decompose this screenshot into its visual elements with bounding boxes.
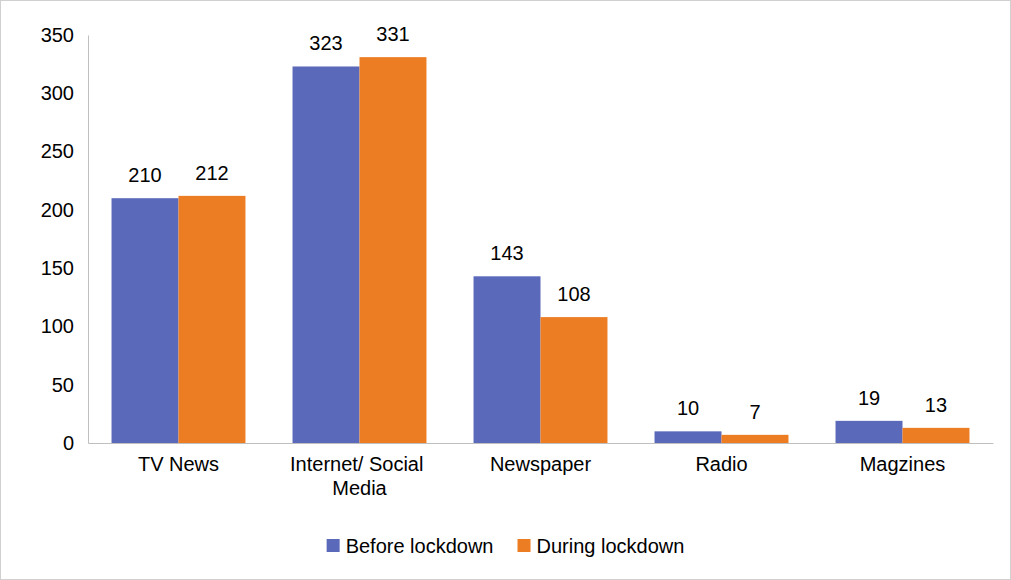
data-label: 108 <box>557 283 590 305</box>
data-label: 323 <box>309 32 342 54</box>
x-tick-label: TV News <box>138 453 219 475</box>
data-label: 7 <box>749 401 760 423</box>
y-tick: 200 <box>41 199 88 221</box>
y-tick: 250 <box>41 140 88 162</box>
bars <box>112 57 970 443</box>
y-tick-label: 50 <box>52 374 74 396</box>
legend-label: Before lockdown <box>346 535 494 557</box>
chart: 0 50 100 150 200 250 300 350 210 323 143 10 19 212 331… <box>0 0 1011 580</box>
x-tick: Magzines <box>860 443 946 475</box>
data-label: 331 <box>376 23 409 45</box>
x-tick: Radio <box>695 443 747 475</box>
x-axis-line <box>89 443 994 444</box>
legend-swatch <box>518 539 531 552</box>
legend-label: During lockdown <box>537 535 685 557</box>
y-tick: 100 <box>41 315 88 337</box>
bar <box>722 435 789 443</box>
data-label: 10 <box>677 397 699 419</box>
bar <box>112 198 179 443</box>
bar <box>903 428 970 443</box>
y-axis-line <box>88 36 89 444</box>
data-label: 19 <box>858 387 880 409</box>
x-tick: TV News <box>138 443 219 475</box>
x-tick-label: Newspaper <box>490 453 592 475</box>
bar <box>360 57 427 443</box>
data-label: 212 <box>195 162 228 184</box>
y-tick: 0 <box>63 432 88 454</box>
data-labels: 210 323 143 10 19 212 331 108 7 13 <box>128 23 947 423</box>
y-axis: 0 50 100 150 200 250 300 350 <box>41 24 89 454</box>
plot: 0 50 100 150 200 250 300 350 210 323 143 10 19 212 331… <box>41 23 994 499</box>
y-tick: 300 <box>41 82 88 104</box>
y-tick-label: 250 <box>41 140 74 162</box>
bar <box>179 196 246 443</box>
data-label: 13 <box>925 394 947 416</box>
legend-item: Before lockdown <box>327 535 494 557</box>
y-tick-label: 350 <box>41 24 74 46</box>
x-tick-label: Magzines <box>860 453 946 475</box>
bar <box>836 421 903 443</box>
data-label: 143 <box>490 242 523 264</box>
y-tick: 50 <box>52 374 88 396</box>
bar <box>655 431 722 443</box>
bar <box>541 317 608 443</box>
y-tick: 150 <box>41 257 88 279</box>
y-tick-label: 300 <box>41 82 74 104</box>
legend-item: During lockdown <box>518 535 685 557</box>
y-tick-label: 200 <box>41 199 74 221</box>
legend: Before lockdown During lockdown <box>327 535 685 557</box>
chart-frame <box>1 1 1011 580</box>
x-tick: Newspaper <box>490 443 592 475</box>
x-tick-label: Internet/ Social Media <box>290 453 429 499</box>
y-tick-label: 0 <box>63 432 74 454</box>
legend-swatch <box>327 539 340 552</box>
y-tick-label: 150 <box>41 257 74 279</box>
y-tick: 350 <box>41 24 88 46</box>
x-axis: TV News Internet/ Social Media Newspaper Ra… <box>89 443 994 499</box>
x-tick: Internet/ Social Media <box>290 443 429 499</box>
bar <box>474 276 541 443</box>
x-tick-label: Radio <box>695 453 747 475</box>
y-tick-label: 100 <box>41 315 74 337</box>
bar <box>293 66 360 443</box>
data-label: 210 <box>128 164 161 186</box>
